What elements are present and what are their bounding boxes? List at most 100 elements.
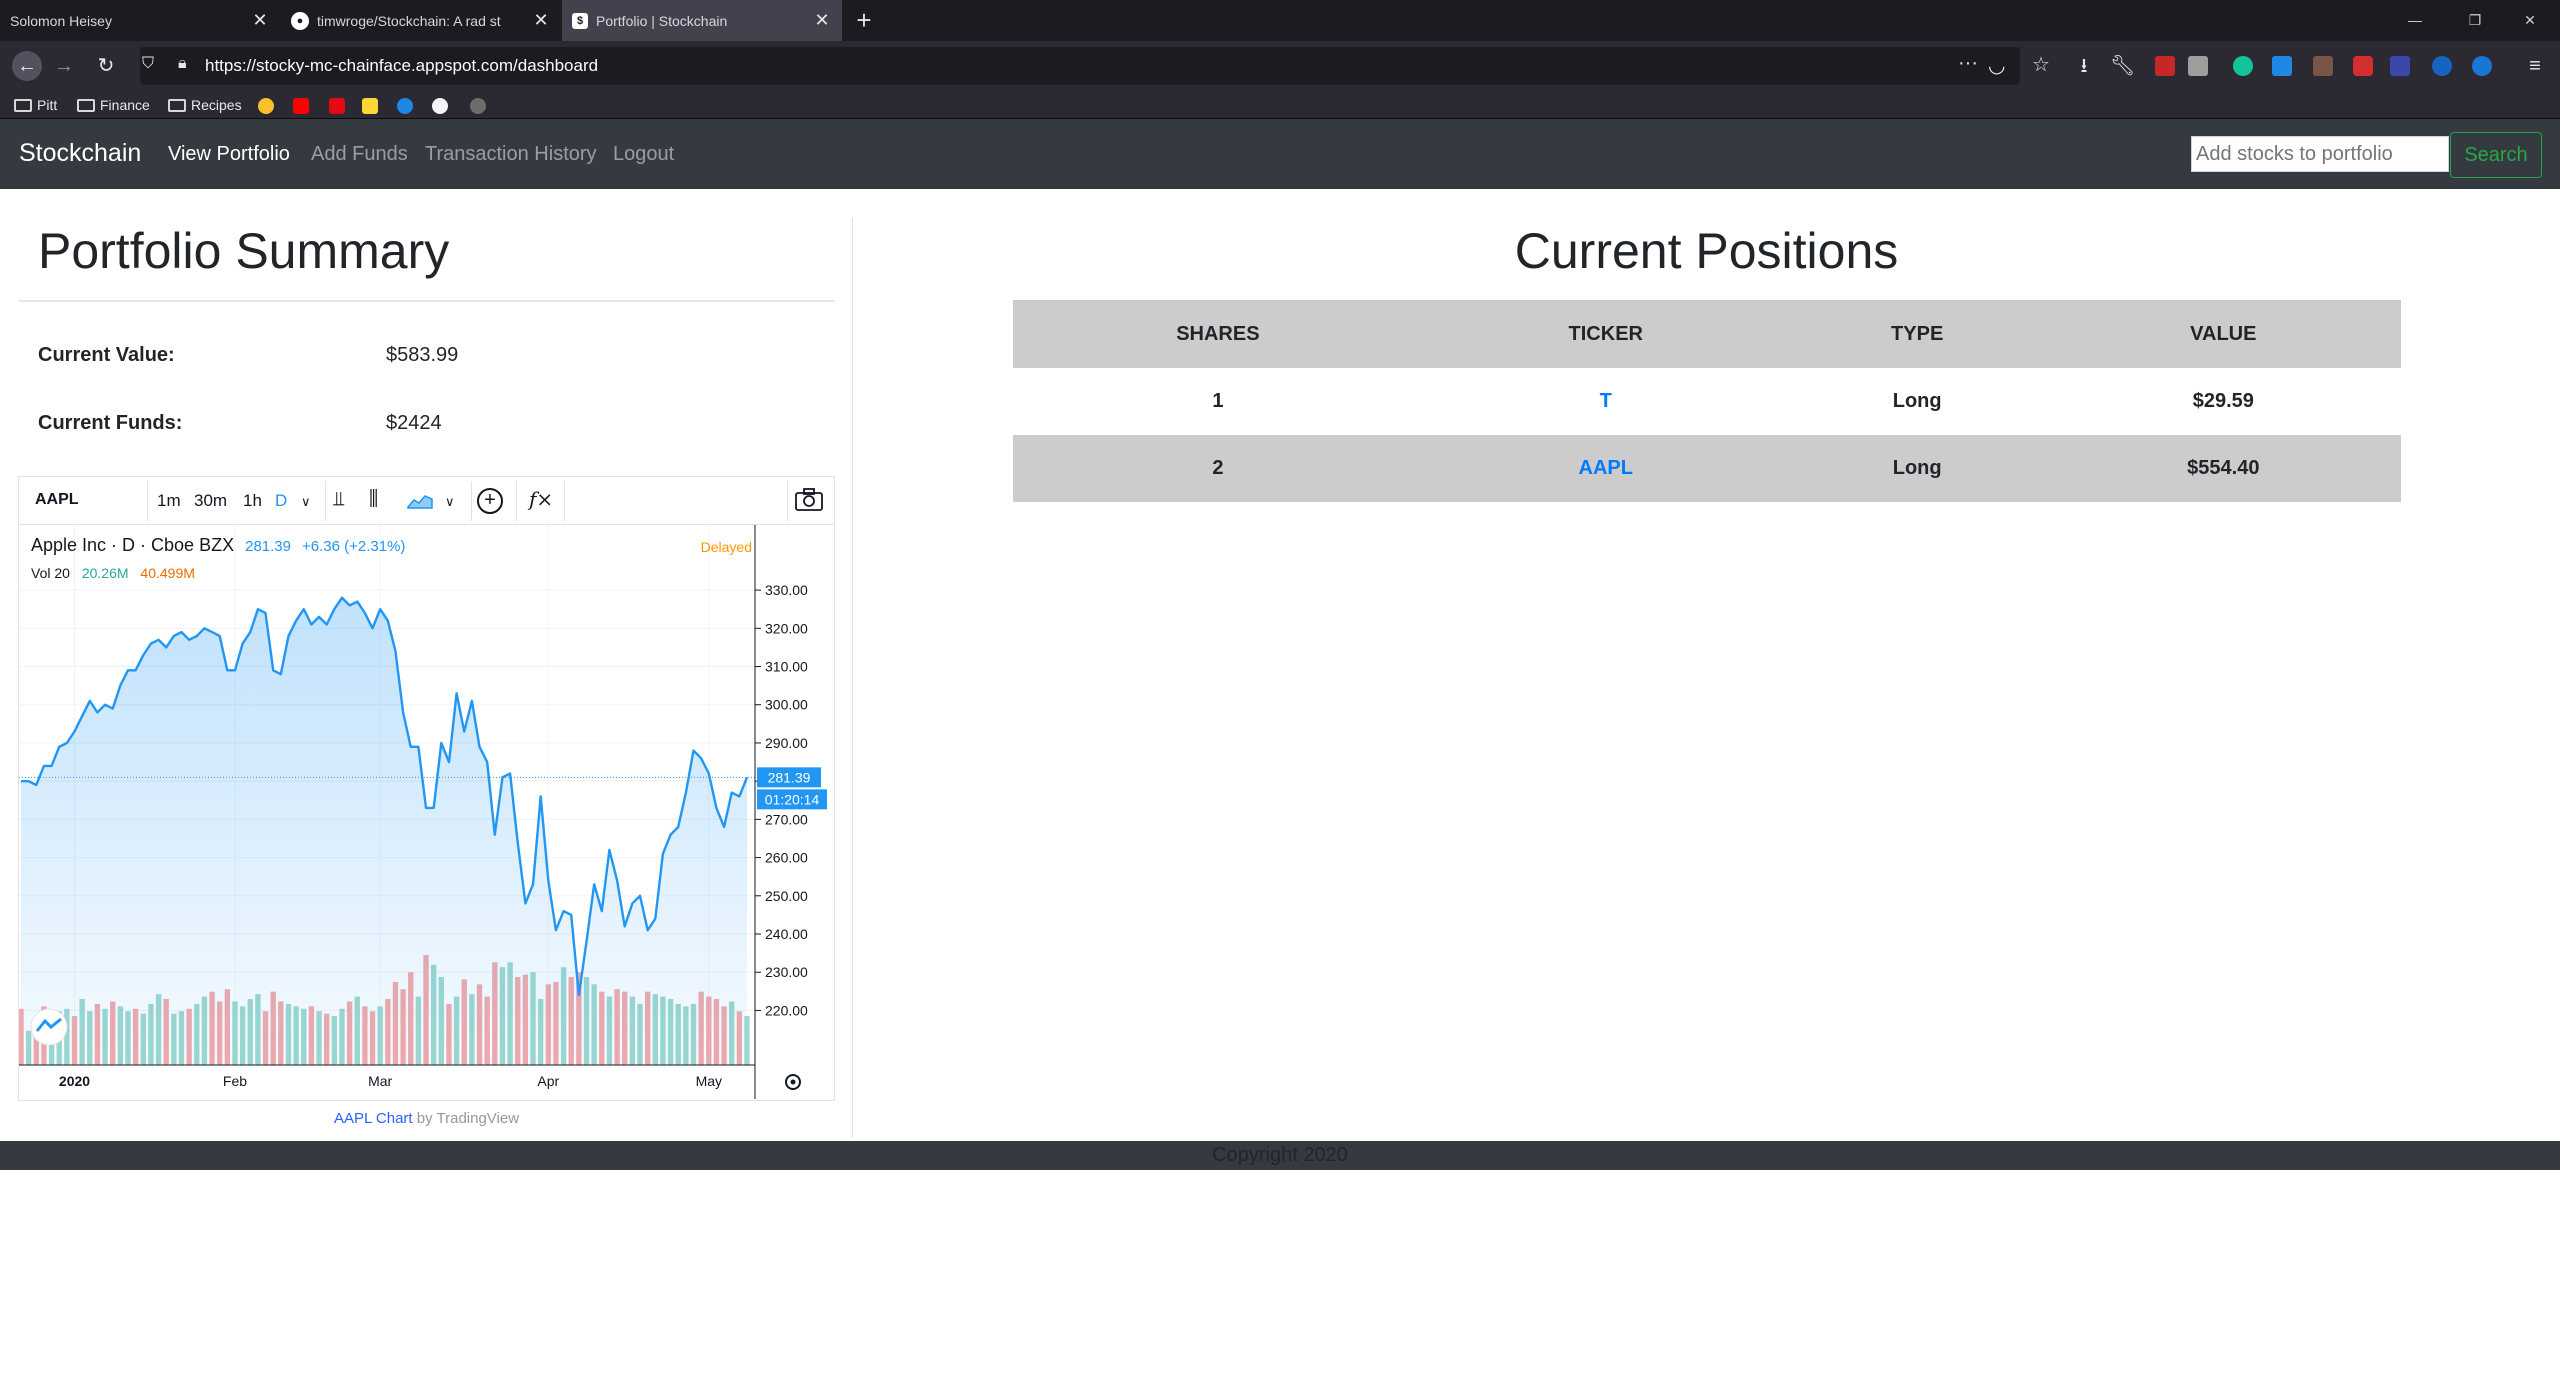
y-tick-label: 300.00 [765,697,808,713]
search-button[interactable]: Search [2450,132,2542,178]
cell-type: Long [1892,390,1942,412]
close-icon[interactable]: ✕ [252,10,268,30]
camera-icon[interactable] [794,487,824,513]
downloads-icon[interactable]: ⭳ [2080,55,2088,77]
bookmark-label: Pitt [37,97,58,113]
interval-daily[interactable]: D [275,491,288,510]
nav-view-portfolio[interactable]: View Portfolio [168,143,290,165]
stock-search-input[interactable] [2191,136,2449,172]
extension-reader-icon[interactable] [2188,56,2208,76]
bookmark-drive-icon[interactable] [258,98,274,114]
cell-ticker-link[interactable]: T [1599,390,1612,412]
tab-solomon-heisey[interactable]: Solomon Heisey ✕ [0,0,280,41]
price-area-fill [21,597,747,1065]
y-tick-label: 240.00 [765,926,808,942]
cell-ticker-link[interactable]: AAPL [1422,435,1789,502]
function-fx-icon[interactable]: f× [529,487,554,511]
y-tick-label: 320.00 [765,620,808,636]
toolbar-separator [516,481,517,521]
positions-table: SHARES TICKER TYPE VALUE 1 T Long $29.59… [1013,300,2401,502]
app-navbar: Stockchain View Portfolio Add Funds Tran… [0,119,2560,189]
current-positions-title: Current Positions [1514,223,1899,279]
extension-shield-icon[interactable] [2432,56,2452,76]
bookmark-photos-icon[interactable] [362,98,378,114]
tab-github[interactable]: ● timwroge/Stockchain: A rad st ✕ [281,0,561,41]
add-indicator-icon[interactable]: + [477,488,503,514]
tab-portfolio[interactable]: $ Portfolio | Stockchain ✕ [562,0,842,41]
price-chart[interactable]: 330.00320.00310.00300.00290.00280.00270.… [19,525,834,1100]
x-tick-label: May [696,1073,722,1089]
minimize-icon[interactable]: — [2408,12,2422,28]
footer: Copyright 2020 [0,1141,2560,1170]
nav-add-funds[interactable]: Add Funds [311,143,408,165]
bookmark-folder-recipes[interactable]: Recipes [168,95,242,115]
settings-gear-icon[interactable] [785,1074,801,1090]
tools-wrench-icon[interactable]: 🔧︎ [2110,55,2136,77]
extension-translate-icon[interactable] [2390,56,2410,76]
new-tab-icon[interactable]: + [856,5,872,35]
table-row: 2 AAPL Long $554.40 [1013,435,2401,502]
interval-1h[interactable]: 1h [243,491,262,510]
chevron-down-icon[interactable]: ∨ [301,494,311,509]
area-chart-icon[interactable] [407,491,433,509]
bookmark-github-icon[interactable] [432,98,448,114]
github-icon: ● [291,11,309,30]
bookmark-label: Finance [100,97,150,113]
lock-icon[interactable]: 🔒︎ [178,55,187,72]
extension-adblock-icon[interactable] [2353,56,2373,76]
chevron-down-icon[interactable]: ∨ [445,494,455,509]
tradingview-link[interactable]: by TradingView [416,1110,520,1127]
header-value: VALUE [2045,300,2401,368]
shield-icon[interactable]: ⛉ [142,55,155,72]
close-icon[interactable]: ✕ [533,10,549,30]
url-bar[interactable]: ⛉ 🔒︎ https://stocky-mc-chainface.appspot… [140,47,2050,85]
bookmark-messenger-icon[interactable] [397,98,413,114]
current-funds: $2424 [386,412,442,434]
reload-icon[interactable]: ↻ [97,55,115,77]
tradingview-logo-mark [35,1017,62,1032]
aapl-chart-link[interactable]: AAPL Chart [333,1110,413,1127]
symbol-selector[interactable]: AAPL [35,491,79,508]
close-icon[interactable]: ✕ [814,10,830,30]
chart-legend: Apple Inc · D · Cboe BZX 281.39 +6.36 (+… [31,535,405,556]
extension-lastpass-icon[interactable] [2155,56,2175,76]
current-funds-label: Current Funds: [38,412,183,434]
more-actions-icon[interactable]: ··· [1958,52,1978,74]
bookmark-youtube-icon[interactable] [293,98,309,114]
brand-logo[interactable]: Stockchain [19,139,142,167]
tab-title: timwroge/Stockchain: A rad st [317,12,501,29]
extension-grammarly-icon[interactable] [2233,56,2253,76]
extension-check-icon[interactable] [2472,56,2492,76]
table-header-row: SHARES TICKER TYPE VALUE [1013,300,2401,368]
extension-s-icon[interactable] [2272,56,2292,76]
cell-shares: 2 [1013,435,1423,502]
table-row: 1 T Long $29.59 [1013,368,2401,435]
volume-legend: Vol 20 20.26M 40.499M [31,565,195,581]
extension-7-icon[interactable] [2313,56,2333,76]
bookmark-globe-icon[interactable] [470,98,486,114]
summary-divider [19,300,835,302]
window-close-icon[interactable]: ✕ [2524,12,2536,28]
bookmark-folder-finance[interactable]: Finance [77,95,150,115]
pocket-icon[interactable]: ◡ [1988,55,2006,77]
volume-value-a: 20.26M [81,565,129,581]
url-text[interactable]: https://stocky-mc-chainface.appspot.com/… [205,56,599,75]
menu-hamburger-icon[interactable]: ≡ [2529,55,2541,77]
restore-icon[interactable]: ❐ [2468,12,2482,28]
nav-transaction-history[interactable]: Transaction History [425,143,597,165]
bookmark-netflix-icon[interactable] [329,98,345,114]
forward-icon[interactable]: → [54,55,74,77]
nav-logout[interactable]: Logout [613,143,675,165]
header-ticker: TICKER [1422,300,1789,368]
chart-toolbar: AAPL 1m 30m 1h D ∨ ⫫ ⫼ ∨ + f× [19,477,834,525]
candles-icon[interactable]: ⫼ [369,488,379,510]
bookmarks-bar: Pitt Finance Recipes [0,91,2560,119]
bookmark-folder-pitt[interactable]: Pitt [14,95,57,115]
bookmark-star-icon[interactable]: ☆ [2032,54,2050,76]
browser-tab-bar: Solomon Heisey ✕ ● timwroge/Stockchain: … [0,0,2560,41]
compare-bars-icon[interactable]: ⫫ [333,488,345,510]
interval-30m[interactable]: 30m [194,491,228,510]
tradingview-widget: AAPL 1m 30m 1h D ∨ ⫫ ⫼ ∨ + f× 330.00 320.… [18,476,835,1101]
interval-1m[interactable]: 1m [157,491,181,510]
back-icon[interactable]: ← [12,51,42,81]
